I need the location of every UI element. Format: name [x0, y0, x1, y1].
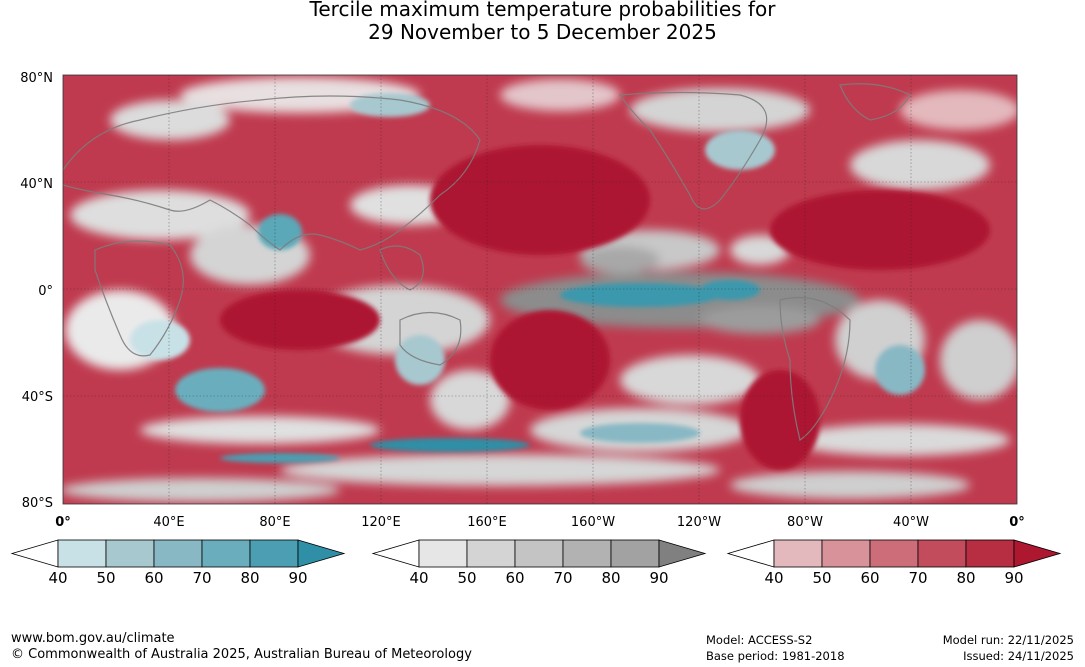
colorbar-title: Near normal (%) — [469, 593, 609, 595]
colorbar-segment — [562, 539, 612, 568]
colorbar-tick-label: 70 — [908, 569, 927, 587]
colorbar-segment — [249, 539, 299, 568]
colorbar-under-triangle — [10, 539, 59, 568]
lon-label: 80°W — [787, 515, 823, 530]
lon-label: 80°E — [259, 515, 290, 530]
colorbar-tick-label: 40 — [48, 569, 67, 587]
colorbar-title: Below normal (%) — [103, 593, 254, 595]
lat-label: 80°S — [22, 496, 53, 511]
lon-label: 0° — [1009, 515, 1025, 530]
colorbar-tick-label: 90 — [649, 569, 668, 587]
colorbar-tick-label: 70 — [553, 569, 572, 587]
lat-label: 40°N — [20, 177, 53, 192]
footer-model: Model: ACCESS-S2 — [706, 633, 813, 647]
colorbar-2: 40 50 60 70 80 90 Above normal (%) — [726, 539, 1062, 595]
colorbar-tick-label: 90 — [288, 569, 307, 587]
colorbar-segment — [105, 539, 155, 568]
map-frame — [62, 74, 1018, 505]
lon-label: 160°W — [571, 515, 615, 530]
colorbar-tick-label: 70 — [192, 569, 211, 587]
colorbar-segment — [153, 539, 203, 568]
colorbar-segment — [418, 539, 468, 568]
lon-label: 160°E — [467, 515, 507, 530]
colorbar-1: 40 50 60 70 80 90 Near normal (%) — [371, 539, 707, 595]
colorbar-tick-label: 50 — [812, 569, 831, 587]
colorbar-segment — [201, 539, 251, 568]
colorbar-under-triangle — [371, 539, 420, 568]
lon-label: 0° — [55, 515, 71, 530]
lon-label: 40°W — [893, 515, 929, 530]
map-field — [63, 75, 1017, 504]
lon-label: 40°E — [153, 515, 184, 530]
colorbar-segment — [965, 539, 1015, 568]
colorbar-0: 40 50 60 70 80 90 Below normal (%) — [10, 539, 346, 595]
footer-model-run: Model run: 22/11/2025 — [942, 633, 1074, 647]
lat-label: 40°S — [22, 390, 53, 405]
probability-map: 80°N 40°N 0° 40°S 80°S 0° 40°E 80°E 120°E 160°E 1… — [20, 71, 1025, 530]
colorbar-tick-label: 50 — [96, 569, 115, 587]
colorbar-segment — [821, 539, 871, 568]
colorbar-tick-label: 40 — [409, 569, 428, 587]
colorbar-legend: 40 50 60 70 80 90 Below normal (%) 40 50 60 70 80 90… — [10, 539, 1062, 595]
colorbar-over-triangle — [658, 539, 707, 568]
colorbar-tick-label: 40 — [764, 569, 783, 587]
footer-copyright: © Commonwealth of Australia 2025, Austra… — [11, 647, 472, 662]
lat-label: 80°N — [20, 71, 53, 86]
colorbar-tick-label: 60 — [860, 569, 879, 587]
footer-issued: Issued: 24/11/2025 — [963, 649, 1074, 663]
colorbar-tick-label: 80 — [601, 569, 620, 587]
colorbar-segment — [610, 539, 660, 568]
map-title-line-1: Tercile maximum temperature probabilitie… — [309, 0, 776, 21]
colorbar-tick-label: 90 — [1004, 569, 1023, 587]
colorbar-tick-label: 80 — [956, 569, 975, 587]
longitude-labels: 0° 40°E 80°E 120°E 160°E 160°W 120°W 80°W 40°W 0° — [55, 515, 1025, 530]
colorbar-tick-label: 60 — [144, 569, 163, 587]
colorbar-tick-label: 60 — [505, 569, 524, 587]
colorbar-tick-label: 50 — [457, 569, 476, 587]
colorbar-segment — [917, 539, 967, 568]
lon-label: 120°E — [361, 515, 401, 530]
coastlines — [63, 83, 911, 441]
graticule — [63, 75, 1017, 504]
colorbar-segment — [773, 539, 823, 568]
map-title-line-2: 29 November to 5 December 2025 — [368, 20, 717, 44]
colorbar-segment — [466, 539, 516, 568]
latitude-labels: 80°N 40°N 0° 40°S 80°S — [20, 71, 53, 511]
colorbar-segment — [869, 539, 919, 568]
colorbar-under-triangle — [726, 539, 775, 568]
colorbar-segment — [57, 539, 107, 568]
colorbar-title: Above normal (%) — [817, 593, 970, 595]
colorbar-over-triangle — [1013, 539, 1062, 568]
colorbar-over-triangle — [297, 539, 346, 568]
lat-label: 0° — [38, 284, 53, 299]
colorbar-tick-label: 80 — [240, 569, 259, 587]
footer-url: www.bom.gov.au/climate — [11, 631, 175, 646]
colorbar-segment — [514, 539, 564, 568]
lon-label: 120°W — [677, 515, 721, 530]
footer-base-period: Base period: 1981-2018 — [706, 649, 845, 663]
